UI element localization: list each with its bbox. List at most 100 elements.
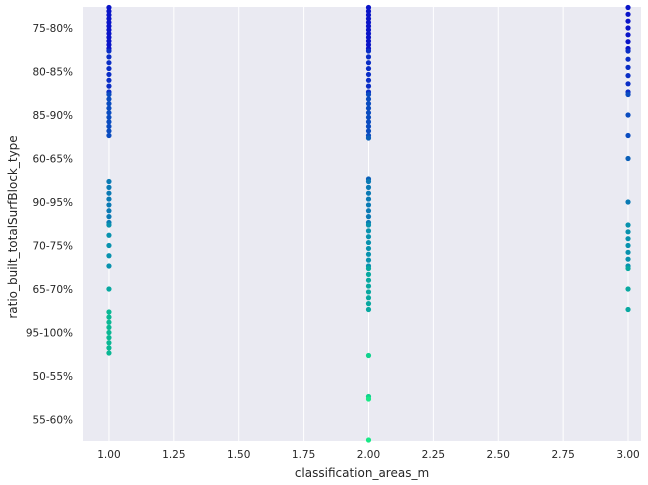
- data-point: [365, 114, 372, 120]
- data-point: [365, 202, 372, 208]
- data-point: [365, 196, 372, 202]
- data-point: [365, 96, 372, 102]
- data-point: [106, 242, 112, 249]
- data-point: [365, 437, 372, 443]
- data-point: [106, 314, 112, 320]
- data-point: [365, 289, 372, 295]
- data-point: [365, 257, 372, 263]
- data-point: [625, 4, 631, 11]
- data-point: [106, 42, 112, 48]
- data-point: [365, 60, 372, 66]
- data-point: [625, 112, 631, 118]
- data-point: [106, 232, 112, 238]
- data-point: [106, 253, 112, 259]
- x-tick-labels: 1.00 1.25 1.50 1.75 2.00 2.25 2.50 2.75 3.00: [97, 449, 639, 461]
- data-point: [365, 34, 372, 40]
- data-point: [106, 309, 112, 315]
- data-point: [365, 306, 372, 313]
- data-point: [365, 234, 372, 240]
- data-point: [106, 105, 112, 111]
- data-point: [106, 16, 112, 22]
- data-point: [365, 12, 372, 18]
- data-point: [625, 18, 631, 24]
- x-tick-label: 2.75: [551, 449, 574, 461]
- x-tick-label: 1.50: [227, 449, 250, 461]
- data-point: [365, 396, 372, 402]
- data-point: [106, 319, 112, 325]
- data-point: [106, 128, 112, 134]
- x-tick-label: 2.50: [487, 449, 510, 461]
- data-point: [365, 16, 372, 22]
- data-point: [625, 229, 631, 235]
- x-axis-label: classification_areas_m: [295, 466, 429, 480]
- data-point: [625, 32, 631, 38]
- y-axis-label: ratio_built_totalSurfBlock_type: [6, 135, 20, 318]
- plot-background: [83, 7, 641, 441]
- data-point: [365, 30, 372, 37]
- data-point: [625, 132, 631, 139]
- y-tick-label: 90-95%: [33, 197, 74, 209]
- data-point: [106, 114, 112, 120]
- y-tick-label: 80-85%: [33, 67, 74, 79]
- y-tick-label: 55-60%: [33, 415, 74, 427]
- data-point: [365, 119, 372, 125]
- x-tick-label: 1.25: [162, 449, 185, 461]
- data-point: [625, 39, 631, 45]
- data-point: [625, 199, 631, 205]
- data-point: [365, 245, 372, 252]
- data-point: [625, 91, 631, 98]
- data-point: [365, 4, 372, 11]
- x-tick-label: 1.00: [97, 449, 120, 461]
- data-point: [106, 123, 112, 129]
- data-point: [365, 135, 372, 141]
- data-point: [106, 196, 112, 202]
- x-tick-label: 2.25: [422, 449, 445, 461]
- data-point: [365, 105, 372, 111]
- data-point: [106, 263, 112, 269]
- data-point: [106, 178, 112, 185]
- y-tick-label: 65-70%: [33, 284, 74, 296]
- data-point: [365, 265, 372, 272]
- y-tick-label: 95-100%: [26, 328, 73, 340]
- data-point: [625, 73, 631, 79]
- data-point: [365, 178, 372, 185]
- data-point: [625, 256, 631, 262]
- data-point: [625, 64, 631, 70]
- data-point: [365, 352, 372, 359]
- y-tick-label: 60-65%: [33, 154, 74, 166]
- data-point: [365, 101, 372, 107]
- y-tick-label: 50-55%: [33, 371, 74, 383]
- data-point: [365, 277, 372, 283]
- data-point: [625, 56, 631, 62]
- data-point: [106, 208, 112, 214]
- data-point: [365, 27, 372, 33]
- x-tick-label: 2.00: [357, 449, 380, 461]
- data-points: [106, 4, 631, 443]
- data-point: [106, 91, 112, 98]
- data-point: [625, 265, 631, 272]
- y-tick-label: 85-90%: [33, 110, 74, 122]
- data-point: [106, 329, 112, 336]
- data-point: [365, 42, 372, 48]
- data-point: [365, 271, 372, 277]
- data-point: [106, 340, 112, 346]
- data-point: [365, 283, 372, 289]
- data-point: [365, 123, 372, 129]
- data-point: [625, 286, 631, 292]
- data-point: [106, 71, 112, 78]
- data-point: [625, 306, 631, 313]
- data-point: [625, 11, 631, 17]
- data-point: [365, 301, 372, 307]
- data-point: [365, 23, 372, 29]
- data-point: [106, 190, 112, 196]
- data-point: [365, 71, 372, 78]
- y-tick-label: 70-75%: [33, 241, 74, 253]
- data-point: [625, 242, 631, 249]
- data-point: [365, 184, 372, 190]
- data-point: [106, 30, 112, 37]
- data-point: [106, 101, 112, 107]
- data-point: [365, 214, 372, 220]
- data-point: [106, 65, 112, 72]
- data-point: [106, 27, 112, 33]
